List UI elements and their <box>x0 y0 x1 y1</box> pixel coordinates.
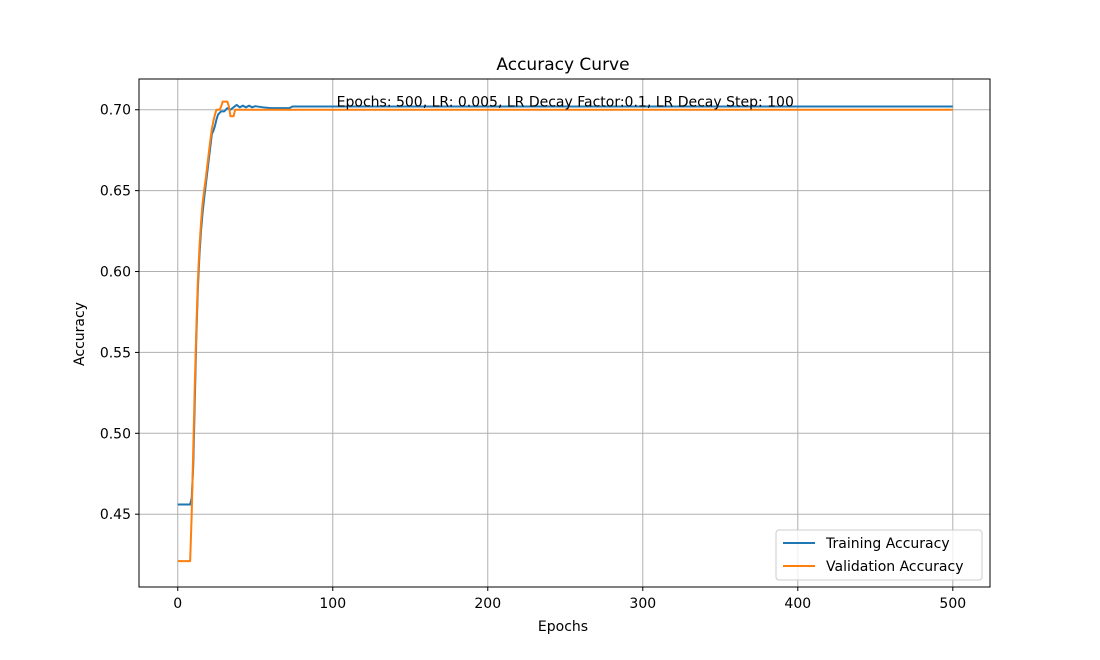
x-tick-label: 400 <box>784 596 811 612</box>
y-tick-label: 0.50 <box>100 426 131 442</box>
plot-frame <box>138 78 991 588</box>
hyperparameter-annotation: Epochs: 500, LR: 0.005, LR Decay Factor:… <box>337 95 794 111</box>
y-tick-label: 0.45 <box>100 507 131 523</box>
y-tick-label: 0.70 <box>100 103 131 119</box>
x-tick-label: 0 <box>173 596 182 612</box>
y-tick-label: 0.65 <box>100 184 131 200</box>
series-line-validation <box>177 100 953 563</box>
legend-label-validation: Validation Accuracy <box>826 559 964 575</box>
legend: Training Accuracy Validation Accuracy <box>775 529 983 581</box>
x-tick-label: 200 <box>474 596 501 612</box>
x-tick-label: 100 <box>319 596 346 612</box>
chart-title: Accuracy Curve <box>496 55 629 75</box>
legend-label-training: Training Accuracy <box>825 536 950 552</box>
legend-box <box>775 529 983 581</box>
x-axis-label: Epochs <box>538 619 588 635</box>
y-tick-label: 0.60 <box>100 265 131 281</box>
series-lines <box>177 100 953 563</box>
axis-ticks: 0 100 200 300 400 500 0.45 0.50 0.55 0.60 0.65 0.70 <box>100 103 966 612</box>
y-axis-label: Accuracy <box>72 302 88 366</box>
x-tick-label: 500 <box>939 596 966 612</box>
y-tick-label: 0.55 <box>100 345 131 361</box>
grid-lines <box>139 79 990 587</box>
x-tick-label: 300 <box>629 596 656 612</box>
